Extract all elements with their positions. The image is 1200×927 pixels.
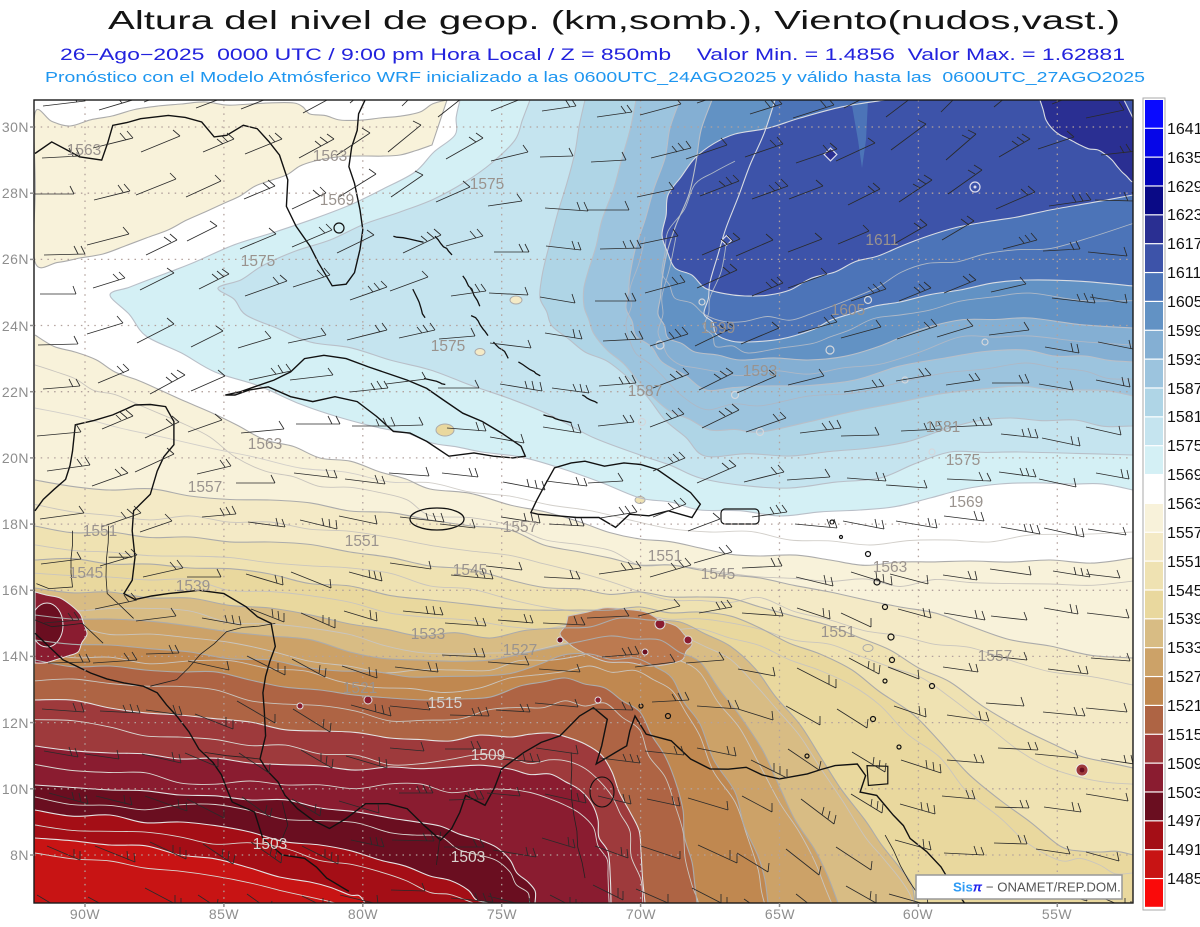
svg-text:Sisπ − ONAMET/REP.DOM.: Sisπ − ONAMET/REP.DOM. [953, 880, 1121, 895]
svg-text:1509: 1509 [471, 747, 505, 764]
svg-text:1551: 1551 [83, 523, 117, 540]
svg-text:20N: 20N [2, 450, 29, 466]
svg-text:1545: 1545 [69, 565, 103, 582]
svg-text:80W: 80W [348, 906, 379, 922]
svg-text:30N: 30N [2, 119, 29, 135]
svg-text:70W: 70W [626, 906, 657, 922]
svg-text:26N: 26N [2, 251, 29, 267]
svg-text:1563: 1563 [67, 142, 101, 159]
svg-text:1569: 1569 [320, 192, 354, 209]
svg-text:1515: 1515 [1167, 727, 1200, 744]
svg-text:1569: 1569 [949, 494, 983, 511]
svg-text:1575: 1575 [946, 452, 980, 469]
svg-text:1491: 1491 [1167, 842, 1200, 859]
svg-text:1617: 1617 [1167, 236, 1200, 253]
svg-text:1509: 1509 [1167, 756, 1200, 773]
svg-text:26−Ago−2025 0000 UTC / 9:00 p: 26−Ago−2025 0000 UTC / 9:00 pm Hora Loca… [60, 46, 1125, 64]
svg-text:1539: 1539 [1167, 611, 1200, 628]
svg-text:1575: 1575 [470, 176, 504, 193]
svg-text:1575: 1575 [241, 253, 275, 270]
svg-text:1551: 1551 [648, 548, 682, 565]
svg-text:1551: 1551 [345, 533, 379, 550]
svg-text:1503: 1503 [253, 836, 287, 853]
svg-text:1521: 1521 [343, 680, 377, 697]
svg-text:12N: 12N [2, 715, 29, 731]
svg-text:1563: 1563 [873, 559, 907, 576]
svg-text:14N: 14N [2, 648, 29, 664]
svg-text:1611: 1611 [1167, 265, 1200, 282]
svg-text:1551: 1551 [821, 624, 855, 641]
svg-text:1485: 1485 [1167, 871, 1200, 888]
svg-text:1575: 1575 [431, 338, 465, 355]
svg-text:1557: 1557 [978, 648, 1012, 665]
svg-text:1533: 1533 [1167, 640, 1200, 657]
svg-text:1551: 1551 [1167, 554, 1200, 571]
svg-text:1581: 1581 [1167, 409, 1200, 426]
svg-text:1503: 1503 [451, 849, 485, 866]
svg-text:1569: 1569 [1167, 467, 1200, 484]
svg-text:90W: 90W [70, 906, 101, 922]
svg-text:1521: 1521 [1167, 698, 1200, 715]
svg-text:1593: 1593 [1167, 352, 1200, 369]
svg-text:85W: 85W [209, 906, 240, 922]
svg-text:16N: 16N [2, 582, 29, 598]
svg-text:Pronóstico con el Modelo Atmós: Pronóstico con el Modelo Atmósferico WRF… [45, 70, 1145, 86]
svg-text:1545: 1545 [701, 566, 735, 583]
svg-text:8N: 8N [10, 847, 29, 863]
svg-text:1605: 1605 [831, 302, 865, 319]
svg-text:1611: 1611 [865, 232, 898, 249]
svg-text:1563: 1563 [248, 436, 282, 453]
svg-text:65W: 65W [765, 906, 796, 922]
svg-text:55W: 55W [1042, 906, 1073, 922]
svg-text:1539: 1539 [176, 578, 210, 595]
svg-text:1497: 1497 [1167, 813, 1200, 830]
svg-text:1563: 1563 [313, 148, 347, 165]
svg-text:1557: 1557 [503, 519, 537, 536]
svg-text:1533: 1533 [411, 626, 445, 643]
svg-text:28N: 28N [2, 185, 29, 201]
svg-text:24N: 24N [2, 318, 29, 334]
svg-text:1515: 1515 [428, 695, 462, 712]
svg-text:1527: 1527 [503, 642, 537, 659]
svg-text:1623: 1623 [1167, 207, 1200, 224]
svg-text:Altura del nivel de geop. (km,: Altura del nivel de geop. (km,somb.), Vi… [108, 5, 1120, 35]
svg-text:1563: 1563 [1167, 496, 1200, 513]
svg-text:1527: 1527 [1167, 669, 1200, 686]
svg-text:1575: 1575 [1167, 438, 1200, 455]
svg-text:18N: 18N [2, 516, 29, 532]
svg-text:1635: 1635 [1167, 150, 1200, 167]
svg-text:22N: 22N [2, 384, 29, 400]
svg-text:1503: 1503 [1167, 785, 1200, 802]
svg-text:75W: 75W [487, 906, 518, 922]
svg-text:1641: 1641 [1167, 121, 1200, 138]
svg-text:1599: 1599 [701, 320, 735, 337]
svg-text:1605: 1605 [1167, 294, 1200, 311]
svg-text:1587: 1587 [628, 383, 662, 400]
svg-text:1593: 1593 [743, 363, 777, 380]
svg-text:1545: 1545 [1167, 583, 1200, 600]
svg-text:1587: 1587 [1167, 381, 1200, 398]
svg-text:1581: 1581 [926, 419, 960, 436]
svg-text:1599: 1599 [1167, 323, 1200, 340]
svg-text:10N: 10N [2, 781, 29, 797]
svg-text:1545: 1545 [453, 562, 487, 579]
svg-text:1557: 1557 [1167, 525, 1200, 542]
svg-text:1629: 1629 [1167, 179, 1200, 196]
svg-text:60W: 60W [903, 906, 934, 922]
svg-text:1557: 1557 [188, 479, 222, 496]
